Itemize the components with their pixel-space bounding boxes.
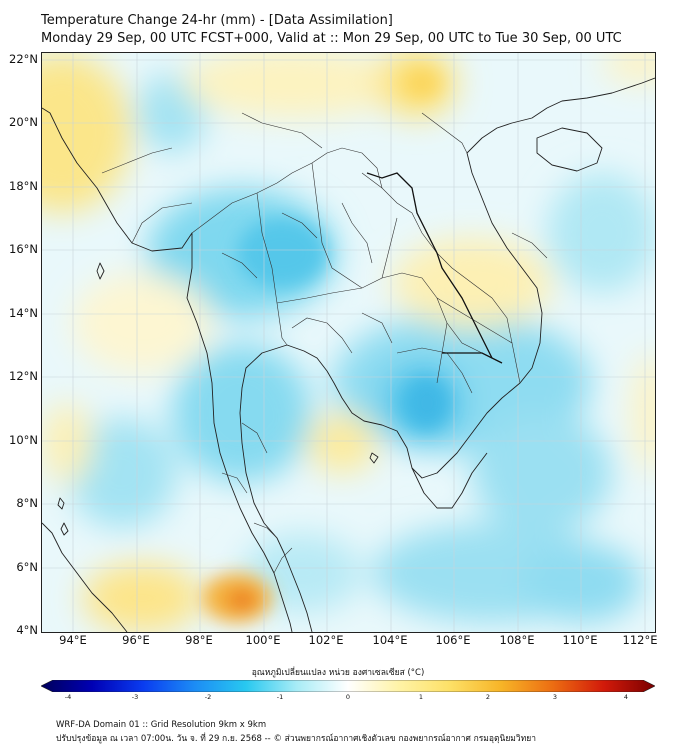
field-layer xyxy=(42,53,655,632)
lat-label: 14°N xyxy=(9,306,38,320)
colorbar-title: อุณหภูมิเปลี่ยนแปลง หน่วย องศาเซลเซียส (… xyxy=(251,668,425,678)
footer-domain-info: WRF-DA Domain 01 :: Grid Resolution 9km … xyxy=(56,720,267,730)
map-title: Temperature Change 24-hr (mm) - [Data As… xyxy=(41,13,393,28)
colorbar-tick: -1 xyxy=(276,693,284,701)
lon-label: 102°E xyxy=(308,633,344,647)
colorbar-tick: 4 xyxy=(623,693,629,701)
lon-label: 110°E xyxy=(562,633,598,647)
lat-label: 6°N xyxy=(16,560,38,574)
country-borders xyxy=(366,172,503,364)
admin-borders xyxy=(101,112,548,574)
lon-label: 112°E xyxy=(622,633,658,647)
lon-label: 96°E xyxy=(122,633,150,647)
lat-label: 12°N xyxy=(9,369,38,383)
graticule xyxy=(42,53,655,632)
map-panel xyxy=(41,52,656,633)
coastlines xyxy=(42,77,655,632)
field-hotspots xyxy=(202,69,449,623)
lat-label: 4°N xyxy=(16,623,38,637)
lat-label: 18°N xyxy=(9,179,38,193)
lon-label: 108°E xyxy=(499,633,535,647)
lat-label: 22°N xyxy=(9,52,38,66)
lon-label: 98°E xyxy=(185,633,213,647)
lat-label: 16°N xyxy=(9,242,38,256)
colorbar-tick: -4 xyxy=(64,693,72,701)
colorbar-tick: 3 xyxy=(552,693,558,701)
lon-label: 94°E xyxy=(59,633,87,647)
colorbar-tick: 1 xyxy=(418,693,424,701)
colorbar-tick: 2 xyxy=(485,693,491,701)
colorbar-tick: -2 xyxy=(204,693,212,701)
lat-label: 10°N xyxy=(9,433,38,447)
colorbar-tick: -3 xyxy=(131,693,139,701)
colorbar-tick: 0 xyxy=(345,693,351,701)
footer-credit: ปรับปรุงข้อมูล ณ เวลา 07:00น. วัน จ. ที่… xyxy=(56,734,537,744)
lon-label: 104°E xyxy=(372,633,408,647)
lon-label: 106°E xyxy=(435,633,471,647)
lon-label: 100°E xyxy=(245,633,281,647)
lat-label: 8°N xyxy=(16,496,38,510)
lat-label: 20°N xyxy=(9,115,38,129)
map-subtitle: Monday 29 Sep, 00 UTC FCST+000, Valid at… xyxy=(41,31,622,46)
colorbar xyxy=(41,680,655,692)
temperature-change-map xyxy=(42,53,655,632)
